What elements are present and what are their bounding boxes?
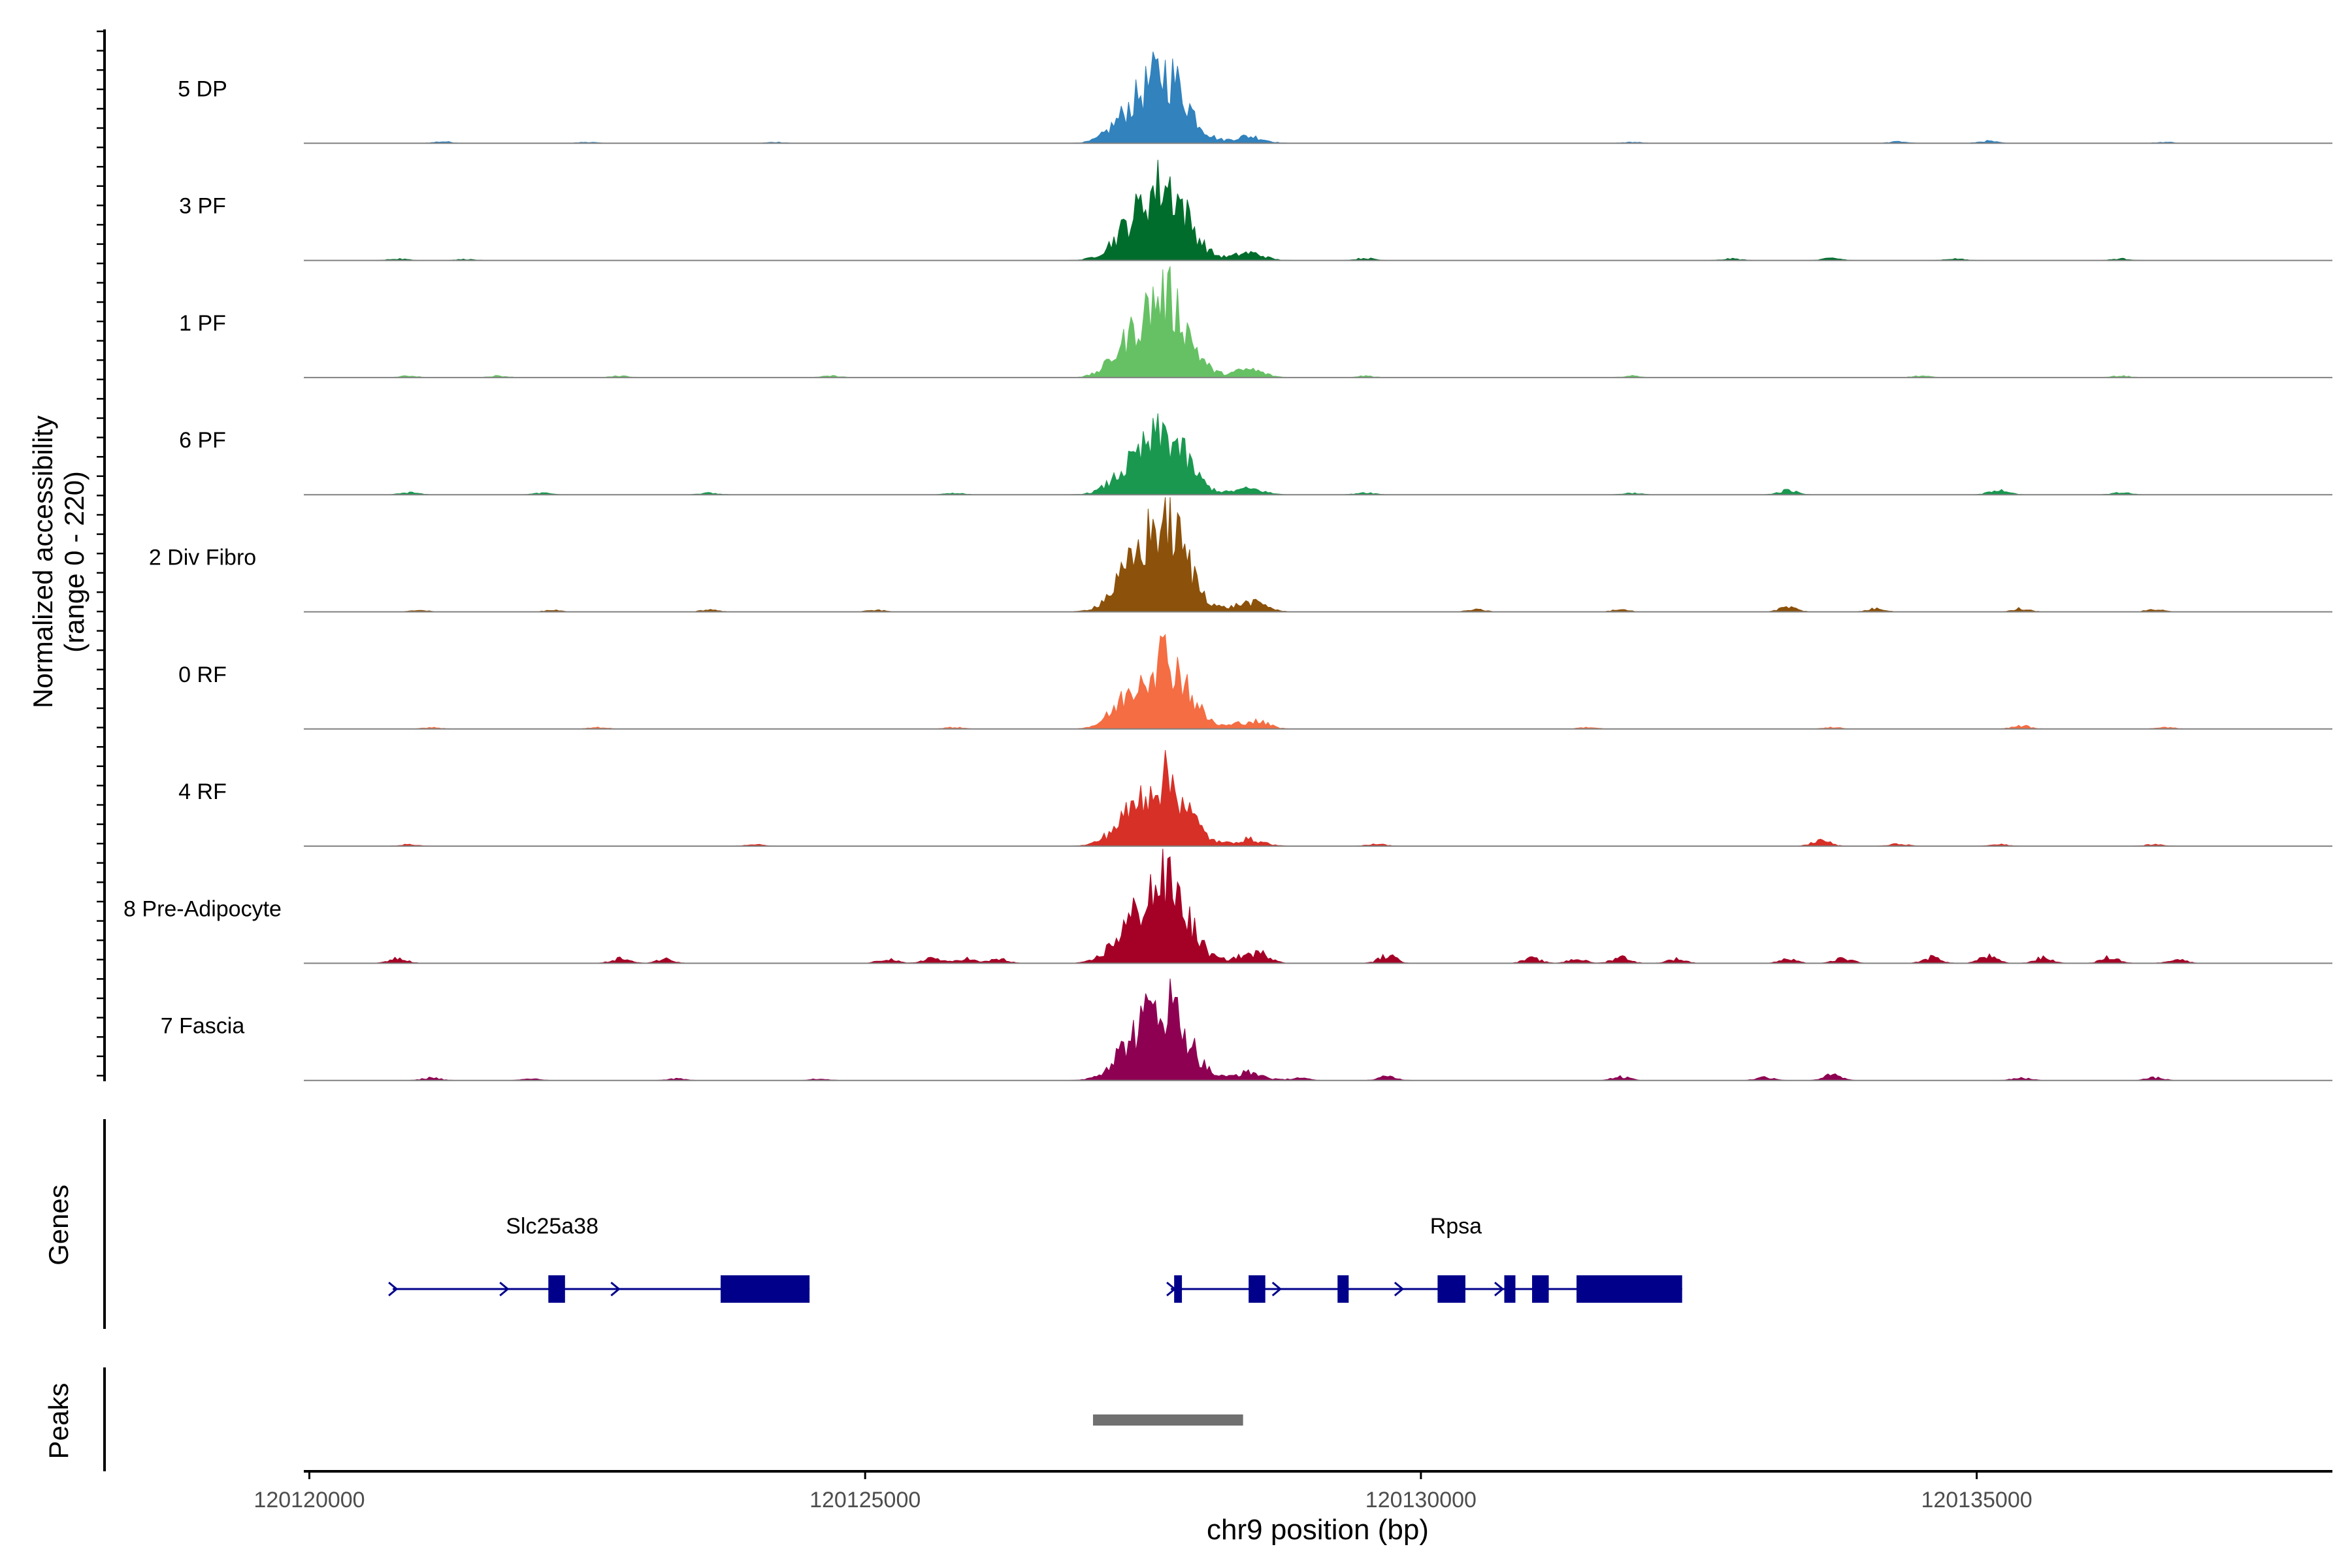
coverage-area: [309, 413, 2177, 495]
track-label: 2 Div Fibro: [149, 546, 256, 570]
peaks-track: Peaks: [43, 1367, 1243, 1471]
gene-exon: [1174, 1275, 1183, 1303]
track-label: 3 PF: [179, 194, 226, 219]
coverage-track: 1 PF: [179, 266, 2332, 378]
track-label: 4 RF: [178, 779, 227, 804]
x-tick-label: 120130000: [1365, 1488, 1477, 1512]
gene-strand-arrow: [388, 1281, 399, 1297]
coverage-area: [309, 849, 2210, 964]
gene-exon: [1337, 1275, 1349, 1303]
coverage-track: 2 Div Fibro: [149, 497, 2332, 613]
coverage-track: 5 DP: [178, 51, 2332, 144]
x-axis: 120120000 120125000 120130000 120135000: [253, 1470, 2332, 1512]
track-label: 1 PF: [179, 311, 226, 336]
track-label: 8 Pre-Adipocyte: [123, 896, 282, 921]
coverage-area: [309, 633, 2221, 730]
x-tick-label: 120120000: [253, 1488, 365, 1512]
gene: Slc25a38: [388, 1214, 810, 1303]
x-tick-label: 120135000: [1921, 1488, 2032, 1512]
track-label: 6 PF: [179, 428, 226, 453]
gene-strand-arrow: [1166, 1281, 1177, 1297]
track-label: 5 DP: [178, 76, 227, 101]
gene-name: Rpsa: [1430, 1214, 1482, 1239]
coverage-area: [309, 51, 2332, 144]
gene-strand-arrow: [499, 1281, 510, 1297]
coverage-tracks: 5 DP 3 PF 1 PF 6 PF 2 Div Fibro 0 RF 4 RF 8 Pre…: [123, 51, 2332, 1081]
coverage-track: 0 RF: [178, 633, 2332, 730]
coverage-track: 4 RF: [178, 750, 2332, 847]
coverage-track: 8 Pre-Adipocyte: [123, 849, 2332, 964]
gene-strand-arrow: [1394, 1281, 1405, 1297]
coverage-area: [309, 750, 2210, 847]
x-axis-title: chr9 position (bp): [1207, 1514, 1429, 1546]
coverage-area: [309, 159, 2166, 261]
coverage-area: [309, 266, 2332, 378]
gene-exon: [1532, 1275, 1549, 1303]
gene-strand-arrow: [610, 1281, 621, 1297]
gene: Rpsa: [1166, 1214, 1682, 1303]
genes-track-label: Genes: [43, 1184, 74, 1266]
y-axis-title-line2: (range 0 - 220): [59, 471, 90, 653]
coverage-area: [309, 497, 2221, 612]
gene-exon: [548, 1275, 565, 1303]
genes-track: Genes Slc25a38 Rpsa: [43, 1119, 1682, 1329]
gene-exon: [1437, 1275, 1465, 1303]
x-tick-label: 120125000: [809, 1488, 921, 1512]
coverage-track: 7 Fascia: [161, 978, 2332, 1081]
track-label: 7 Fascia: [161, 1014, 245, 1039]
gene-strand-arrow: [1271, 1281, 1282, 1297]
gene-exon: [721, 1275, 810, 1303]
y-axis-title-line1: Normalized accessibility: [27, 416, 58, 708]
gene-name: Slc25a38: [506, 1214, 598, 1239]
gene-exon: [1249, 1275, 1266, 1303]
coverage-track: 3 PF: [179, 159, 2332, 261]
peaks-track-label: Peaks: [43, 1383, 74, 1460]
coverage-y-axis: [97, 29, 106, 1081]
track-label: 0 RF: [178, 662, 227, 687]
gene-strand-arrow: [1494, 1281, 1505, 1297]
coverage-track: 6 PF: [179, 413, 2332, 496]
coverage-area: [309, 978, 2332, 1081]
gene-exon: [1504, 1275, 1516, 1303]
peak-region: [1092, 1414, 1243, 1426]
gene-exon: [1576, 1275, 1682, 1303]
